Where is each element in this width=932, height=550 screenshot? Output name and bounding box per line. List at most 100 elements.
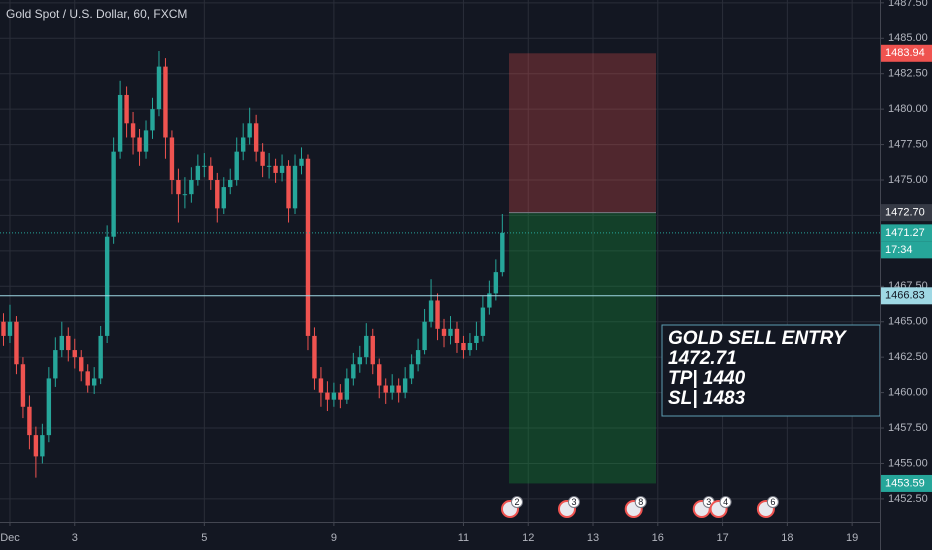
price-badge-label: 1471.27 xyxy=(885,227,925,239)
candle-body xyxy=(59,335,65,351)
candle-body xyxy=(14,321,19,365)
price-badge-label: 1453.59 xyxy=(885,477,925,489)
price-badge xyxy=(881,224,932,242)
event-count-bg xyxy=(766,496,779,508)
x-tick-label: 12 xyxy=(522,532,534,544)
candle-body xyxy=(40,435,45,457)
annotation-line: GOLD SELL ENTRY xyxy=(668,328,848,349)
candle-body xyxy=(409,364,414,379)
event-count-bg xyxy=(567,496,580,508)
candle-body xyxy=(33,435,39,457)
candle-body xyxy=(169,137,175,180)
event-count: 3 xyxy=(706,497,711,507)
candle-body xyxy=(98,335,103,379)
annotation-line: 1472.71 xyxy=(668,348,737,369)
candle-body xyxy=(104,236,110,336)
y-tick-label: 1482.50 xyxy=(888,68,928,80)
candle-body xyxy=(487,293,492,308)
candle-body xyxy=(66,335,71,351)
x-tick-label: 11 xyxy=(458,532,469,544)
candle-body xyxy=(85,371,90,386)
candle-body xyxy=(130,123,136,138)
candle-body xyxy=(454,328,460,343)
x-tick-label: 13 xyxy=(587,532,599,544)
price-badge-label: 17:34 xyxy=(885,244,913,256)
candle-body xyxy=(357,357,362,365)
price-badge xyxy=(881,241,932,259)
candle-body xyxy=(208,165,214,180)
candle-body xyxy=(234,151,239,180)
event-count: 2 xyxy=(514,497,519,507)
candle-body xyxy=(389,385,395,393)
candle-body xyxy=(428,300,434,322)
candle-body xyxy=(143,130,149,152)
candle-body xyxy=(79,357,84,372)
event-count: 3 xyxy=(571,497,576,507)
annotation-box xyxy=(661,324,881,417)
y-tick-label: 1465.00 xyxy=(888,316,928,328)
candle-body xyxy=(1,321,6,336)
candle-body xyxy=(364,335,369,358)
x-tick-label: 5 xyxy=(201,532,207,544)
candles xyxy=(1,51,505,478)
x-tick-label: 16 xyxy=(652,532,664,544)
y-tick-label: 1455.00 xyxy=(888,457,928,469)
candle-body xyxy=(215,180,220,209)
y-tick-label: 1487.50 xyxy=(888,0,928,9)
event-count-bg xyxy=(634,496,647,508)
annotation-line: SL| 1483 xyxy=(668,388,746,409)
candle-body xyxy=(111,151,116,237)
candle-body xyxy=(467,342,473,351)
candle-body xyxy=(266,165,272,167)
candle-body xyxy=(415,350,421,365)
candle-body xyxy=(202,165,207,167)
candle-body xyxy=(312,335,317,379)
candle-body xyxy=(124,94,129,124)
position-zones xyxy=(509,53,656,484)
candle-body xyxy=(221,187,226,209)
candle-body xyxy=(500,232,505,273)
stop-zone xyxy=(509,53,656,213)
candle-body xyxy=(240,137,246,152)
annotation-line: TP| 1440 xyxy=(668,368,746,389)
candle-body xyxy=(344,378,350,400)
candle-body xyxy=(137,137,142,152)
candle-body xyxy=(325,392,330,400)
candle-body xyxy=(318,378,324,393)
candle-body xyxy=(260,151,265,166)
candle-body xyxy=(377,364,382,386)
candle-body xyxy=(117,94,123,152)
candle-body xyxy=(402,378,408,393)
candle-body xyxy=(253,123,259,152)
candle-body xyxy=(461,342,466,351)
y-tick-label: 1477.50 xyxy=(888,138,928,150)
candle-body xyxy=(163,66,168,138)
candle-body xyxy=(20,364,26,407)
candle-body xyxy=(370,335,375,365)
candle-body xyxy=(27,406,32,436)
candle-body xyxy=(493,272,499,294)
x-tick-label: 17 xyxy=(716,532,728,544)
x-tick-label: 19 xyxy=(846,532,858,544)
y-tick-label: 1457.50 xyxy=(888,422,928,434)
candle-body xyxy=(441,328,447,336)
candle-body xyxy=(299,158,304,166)
candle-body xyxy=(422,321,427,351)
candle-body xyxy=(182,194,188,196)
x-tick-label: 3 xyxy=(72,532,78,544)
price-axis xyxy=(880,0,932,550)
price-badge xyxy=(881,287,932,305)
candle-body xyxy=(286,165,291,209)
candle-body xyxy=(228,180,233,188)
event-count: 8 xyxy=(638,497,643,507)
candle-body xyxy=(195,165,201,180)
candle-body xyxy=(156,66,162,110)
candle-body xyxy=(91,378,97,386)
event-count: 6 xyxy=(770,497,775,507)
y-tick-label: 1452.50 xyxy=(888,493,928,505)
target-zone xyxy=(509,212,656,484)
candle-body xyxy=(273,165,278,173)
chart-title: Gold Spot / U.S. Dollar, 60, FXCM xyxy=(6,7,187,21)
